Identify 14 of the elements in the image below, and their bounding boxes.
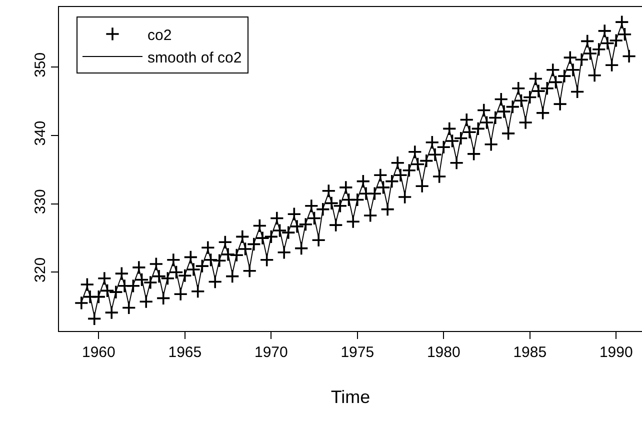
x-tick-label: 1985 bbox=[513, 344, 547, 361]
x-tick-label: 1965 bbox=[168, 344, 202, 361]
y-tick-label: 350 bbox=[32, 52, 49, 78]
x-tick-label: 1960 bbox=[82, 344, 116, 361]
y-tick-label: 340 bbox=[32, 120, 49, 146]
legend-label: co2 bbox=[147, 26, 172, 44]
x-tick-label: 1990 bbox=[599, 344, 633, 361]
x-tick-label: 1975 bbox=[340, 344, 374, 361]
x-tick-label: 1970 bbox=[254, 344, 288, 361]
x-axis-title: Time bbox=[330, 387, 370, 408]
x-tick-label: 1980 bbox=[426, 344, 460, 361]
y-tick-label: 330 bbox=[32, 189, 49, 214]
legend-label: smooth of co2 bbox=[147, 49, 242, 66]
y-tick-label: 320 bbox=[32, 257, 49, 282]
